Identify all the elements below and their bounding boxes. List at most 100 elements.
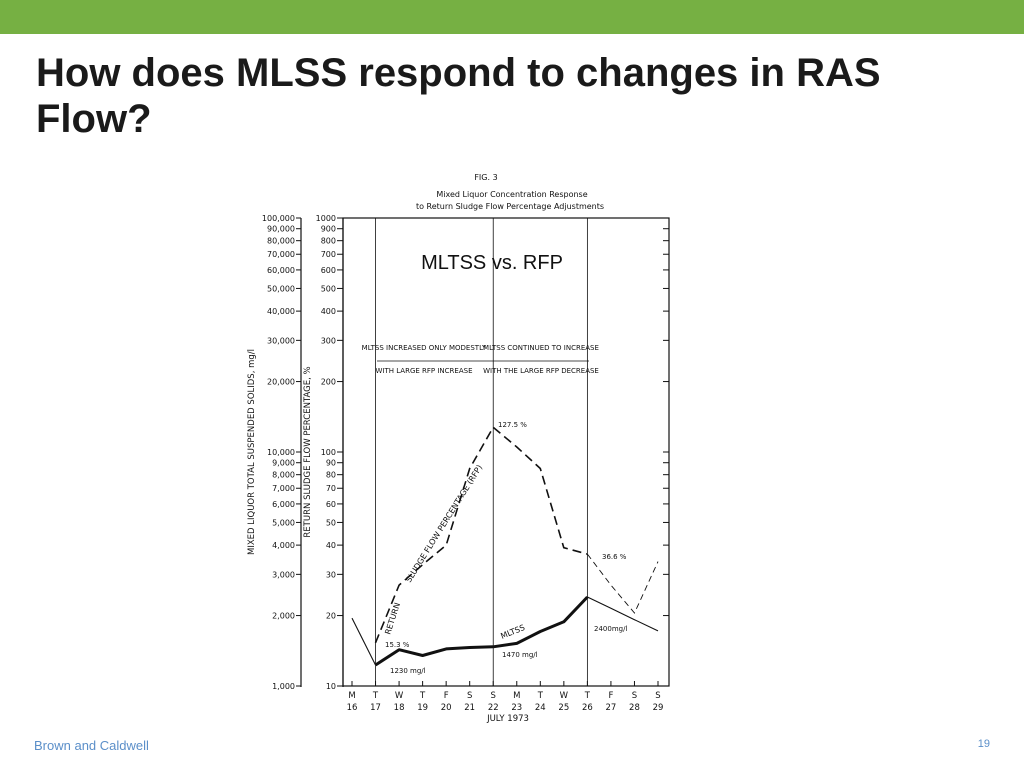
right-axis-ticks: 10 20 30 40 50 60 70 80 90 100 200 300 400 500 600 700 8… — [316, 214, 669, 691]
x-tick-day: S — [467, 691, 472, 701]
x-tick-day: T — [419, 691, 426, 701]
x-tick-day: W — [560, 691, 569, 701]
y-right-tick-label: 200 — [321, 378, 336, 387]
mltss-rfp-chart: FIG. 3 Mixed Liquor Concentration Respon… — [247, 173, 670, 724]
label-mltss-end: 2400mg/l — [594, 625, 627, 633]
y-right-tick-label: 60 — [326, 500, 336, 509]
chart-title-line1: Mixed Liquor Concentration Response — [436, 190, 587, 199]
x-tick-date: 27 — [606, 703, 617, 713]
top-accent-bar — [0, 0, 1024, 34]
y-right-tick-label: 50 — [326, 518, 336, 527]
y-left-tick-label: 3,000 — [272, 570, 295, 579]
y-right-tick-label: 80 — [326, 471, 336, 480]
annotation-left-bottom: WITH LARGE RFP INCREASE — [375, 367, 472, 375]
label-return-curve: RETURN — [383, 602, 402, 636]
y-right-tick-label: 30 — [326, 570, 336, 579]
page-number: 19 — [977, 738, 990, 750]
y-right-tick-label: 1000 — [316, 214, 336, 223]
y-left-tick-label: 70,000 — [267, 250, 295, 259]
y-right-tick-label: 70 — [326, 484, 336, 493]
y-left-tick-label: 40,000 — [267, 307, 295, 316]
mltss-solid-series — [374, 595, 589, 667]
x-tick-day: S — [491, 691, 496, 701]
label-mltss-start: 1230 mg/l — [390, 667, 426, 675]
x-tick-day: T — [584, 691, 591, 701]
rfp-dashed-series-tail — [587, 553, 659, 614]
y-right-axis-label: RETURN SLUDGE FLOW PERCENTAGE, % — [303, 366, 313, 537]
x-tick-date: 25 — [558, 703, 569, 713]
x-axis-ticks: M 16 T 17 W 18 T 19 F 20 S 21 S 22 M 23 T 24 W 25 T 26 F 27 S 28 S… — [347, 681, 664, 713]
x-tick-day: S — [632, 691, 637, 701]
rfp-dashed-series — [374, 426, 588, 644]
y-left-tick-label: 1,000 — [272, 682, 295, 691]
mltss-solid-series-head — [351, 617, 376, 666]
x-tick-date: 19 — [417, 703, 428, 713]
x-tick-day: F — [608, 691, 613, 701]
y-left-tick-label: 6,000 — [272, 500, 295, 509]
x-tick-date: 26 — [582, 703, 593, 713]
y-right-tick-label: 600 — [321, 266, 336, 275]
y-right-tick-label: 800 — [321, 237, 336, 246]
annotation-right-bottom: WITH THE LARGE RFP DECREASE — [483, 367, 599, 375]
annotation-box-left: MLTSS INCREASED ONLY MODESTLY WITH LARGE… — [362, 344, 493, 375]
x-tick-date: 28 — [629, 703, 640, 713]
label-rfp-curve: SLUDGE FLOW PERCENTAGE (RFP) — [404, 463, 484, 584]
y-right-tick-label: 20 — [326, 612, 336, 621]
x-tick-date: 17 — [370, 703, 381, 713]
y-left-tick-label: 4,000 — [272, 541, 295, 550]
inner-title: MLTSS vs. RFP — [421, 252, 563, 274]
x-tick-date: 24 — [535, 703, 546, 713]
y-left-tick-label: 100,000 — [262, 214, 295, 223]
chart-title-line2: to Return Sludge Flow Percentage Adjustm… — [416, 202, 604, 211]
y-left-tick-label: 60,000 — [267, 266, 295, 275]
y-left-tick-label: 50,000 — [267, 284, 295, 293]
label-rfp-peak: 127.5 % — [498, 421, 527, 429]
annotation-box-right: MLTSS CONTINUED TO INCREASE WITH THE LAR… — [483, 344, 599, 375]
x-tick-day: F — [444, 691, 449, 701]
figure-label: FIG. 3 — [474, 173, 497, 182]
x-tick-day: T — [537, 691, 544, 701]
y-right-tick-label: 500 — [321, 284, 336, 293]
x-tick-day: M — [348, 691, 355, 701]
y-left-tick-label: 2,000 — [272, 612, 295, 621]
y-left-tick-label: 30,000 — [267, 336, 295, 345]
y-right-tick-label: 90 — [326, 459, 336, 468]
annotation-right-top: MLTSS CONTINUED TO INCREASE — [483, 344, 599, 352]
label-rfp-end: 36.6 % — [602, 553, 627, 561]
left-axis-ticks: 1,000 2,000 3,000 4,000 5,000 6,000 7,000 8,000… — [262, 214, 301, 691]
y-left-tick-label: 5,000 — [272, 518, 295, 527]
y-left-tick-label: 20,000 — [267, 378, 295, 387]
x-tick-date: 21 — [464, 703, 475, 713]
y-left-tick-label: 7,000 — [272, 484, 295, 493]
x-tick-date: 20 — [441, 703, 452, 713]
x-tick-date: 22 — [488, 703, 499, 713]
y-left-tick-label: 80,000 — [267, 237, 295, 246]
x-tick-day: M — [513, 691, 520, 701]
x-tick-date: 18 — [394, 703, 405, 713]
y-right-tick-label: 40 — [326, 541, 336, 550]
y-right-tick-label: 400 — [321, 307, 336, 316]
x-axis-label: JULY 1973 — [486, 714, 529, 724]
y-left-tick-label: 10,000 — [267, 448, 295, 457]
x-tick-day: S — [655, 691, 660, 701]
x-tick-day: W — [395, 691, 404, 701]
x-tick-date: 16 — [347, 703, 358, 713]
y-left-tick-label: 8,000 — [272, 471, 295, 480]
label-mltss-curve: MLTSS — [499, 623, 526, 641]
label-rfp-start: 15.3 % — [385, 641, 410, 649]
label-mltss-mid: 1470 mg/l — [502, 651, 538, 659]
x-tick-date: 23 — [511, 703, 522, 713]
mltss-solid-series-tail — [587, 596, 659, 632]
y-right-tick-label: 100 — [321, 448, 336, 457]
vertical-date-lines — [375, 218, 588, 686]
x-tick-day: T — [372, 691, 379, 701]
y-right-tick-label: 10 — [326, 682, 336, 691]
y-right-tick-label: 900 — [321, 225, 336, 234]
y-left-tick-label: 90,000 — [267, 225, 295, 234]
footer-company: Brown and Caldwell — [34, 738, 149, 753]
y-right-tick-label: 700 — [321, 250, 336, 259]
y-left-tick-label: 9,000 — [272, 459, 295, 468]
y-right-tick-label: 300 — [321, 336, 336, 345]
y-left-axis-label: MIXED LIQUOR TOTAL SUSPENDED SOLIDS, mg/… — [247, 349, 257, 555]
x-tick-date: 29 — [653, 703, 664, 713]
